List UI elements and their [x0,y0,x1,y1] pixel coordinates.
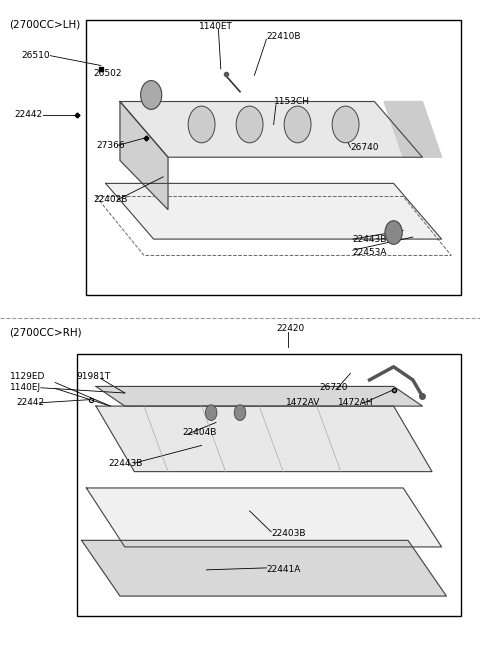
Circle shape [234,405,246,421]
Text: 26740: 26740 [350,143,379,152]
Text: 1140EJ: 1140EJ [10,383,41,392]
Circle shape [284,106,311,143]
Text: 22442: 22442 [17,398,45,407]
Text: 22410B: 22410B [266,31,301,41]
Polygon shape [384,102,442,157]
Text: 26502: 26502 [94,69,122,78]
Text: 22420: 22420 [276,324,304,333]
Circle shape [385,221,402,244]
Text: 1153CH: 1153CH [274,97,310,106]
Text: (2700CC>RH): (2700CC>RH) [10,328,82,337]
Polygon shape [86,488,442,547]
Text: 22443B: 22443B [108,458,143,468]
Circle shape [332,106,359,143]
Text: 22453A: 22453A [353,248,387,257]
Circle shape [205,405,217,421]
Text: 26510: 26510 [22,51,50,60]
Text: 22402B: 22402B [94,195,128,204]
Text: 22441A: 22441A [266,565,301,574]
Polygon shape [120,102,422,157]
Bar [86,20,461,295]
Text: (2700CC>LH): (2700CC>LH) [10,20,81,29]
Circle shape [188,106,215,143]
Text: 1472AV: 1472AV [286,398,320,407]
Text: 1140ET: 1140ET [199,22,233,31]
Polygon shape [106,183,442,239]
Text: 27366: 27366 [96,141,125,150]
Polygon shape [82,540,446,596]
Text: 91981T: 91981T [77,372,111,381]
Text: 22404B: 22404B [182,428,217,437]
Text: 22443B: 22443B [353,234,387,244]
Polygon shape [96,386,422,406]
Polygon shape [120,102,168,210]
Polygon shape [96,406,432,472]
Circle shape [236,106,263,143]
Circle shape [141,81,162,109]
Bar [77,354,461,616]
Text: 1472AH: 1472AH [338,398,374,407]
Text: 1129ED: 1129ED [10,372,45,381]
Text: 22442: 22442 [14,110,43,119]
Text: 26720: 26720 [319,383,348,392]
Text: 22403B: 22403B [271,529,306,538]
